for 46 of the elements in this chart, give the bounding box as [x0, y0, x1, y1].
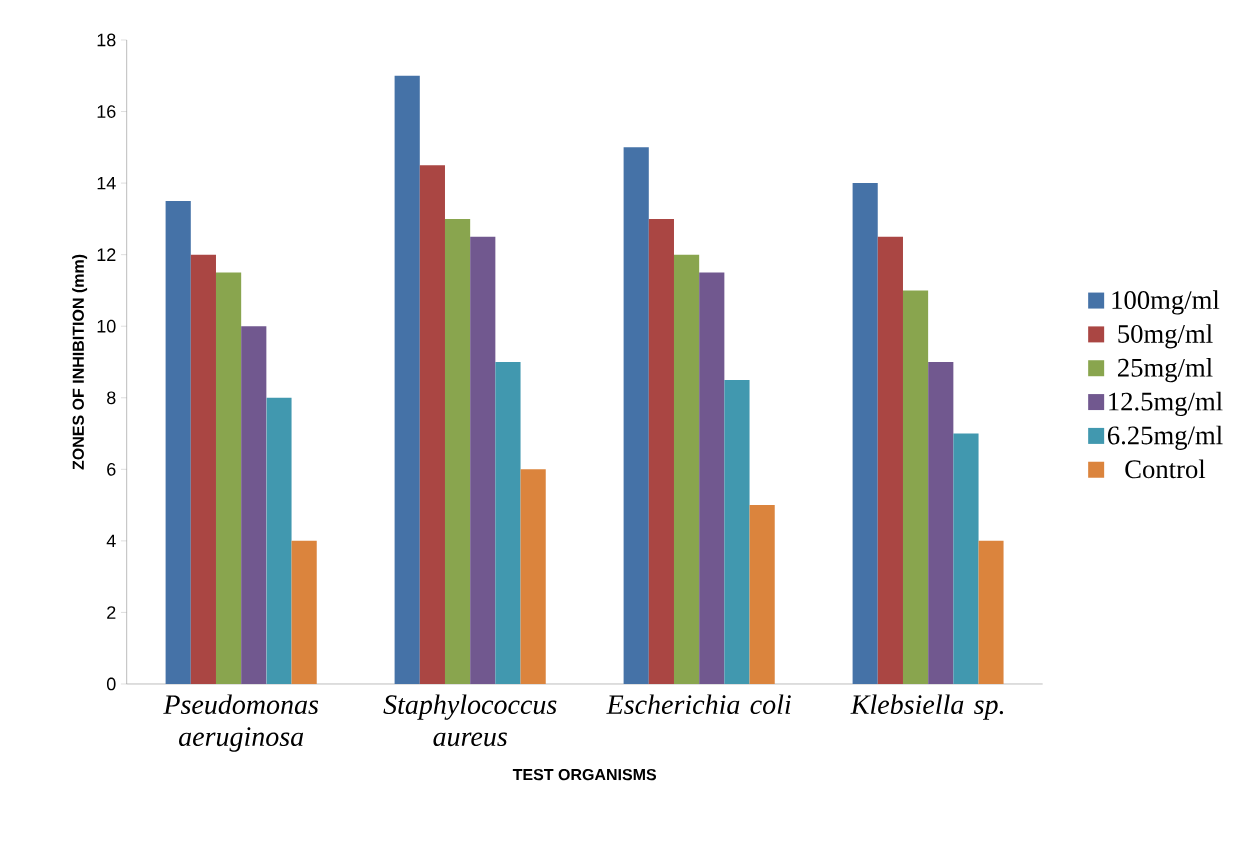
y-tick-label: 10 [97, 319, 116, 333]
bar [495, 361, 521, 684]
x-tick-label: Staphylococcus aureus [383, 694, 557, 747]
bar [291, 540, 317, 684]
bar [165, 200, 191, 684]
bar [953, 433, 979, 684]
bar [928, 361, 954, 684]
bar [978, 540, 1004, 684]
legend-label: 12.5mg/ml [1109, 391, 1223, 417]
bar [394, 75, 420, 684]
legend-label: 25mg/ml [1117, 357, 1213, 383]
bar [190, 254, 216, 684]
legend-label: 6.25mg/ml [1107, 425, 1223, 450]
bar [444, 218, 471, 684]
bar [266, 397, 292, 684]
bar [902, 290, 929, 684]
x-tick-label: Escherichia coli [606, 694, 791, 715]
y-tick-label: 0 [106, 677, 116, 691]
legend-label: 50mg/ml [1118, 324, 1213, 349]
bar [241, 326, 267, 684]
legend-label: 100mg/ml [1112, 290, 1220, 315]
bar [470, 236, 496, 684]
y-tick-label: 14 [97, 176, 116, 190]
bar [699, 272, 725, 684]
bar [852, 183, 878, 684]
bar [215, 272, 242, 684]
bar [724, 379, 750, 684]
y-tick-label: 12 [97, 248, 116, 261]
y-tick-label: 2 [107, 606, 116, 619]
y-tick-label: 8 [107, 391, 116, 405]
bar [520, 469, 546, 684]
bar [877, 236, 903, 684]
y-tick-label: 18 [97, 33, 116, 47]
legend-label: Control [1125, 459, 1206, 479]
bar [623, 147, 649, 684]
bar [648, 218, 674, 684]
x-tick-label: Klebsiella sp. [850, 694, 1004, 720]
y-axis-title: ZONES OF INHIBITION (mm) [72, 254, 88, 470]
bar [749, 505, 775, 684]
y-tick-label: 16 [97, 105, 116, 118]
bar [673, 254, 700, 684]
y-tick-label: 4 [106, 534, 116, 548]
x-axis-title: TEST ORGANISMS [512, 768, 657, 781]
x-tick-label: Pseudomonas aeruginosa [163, 694, 319, 752]
bar [419, 165, 445, 684]
y-tick-label: 6 [107, 462, 116, 476]
